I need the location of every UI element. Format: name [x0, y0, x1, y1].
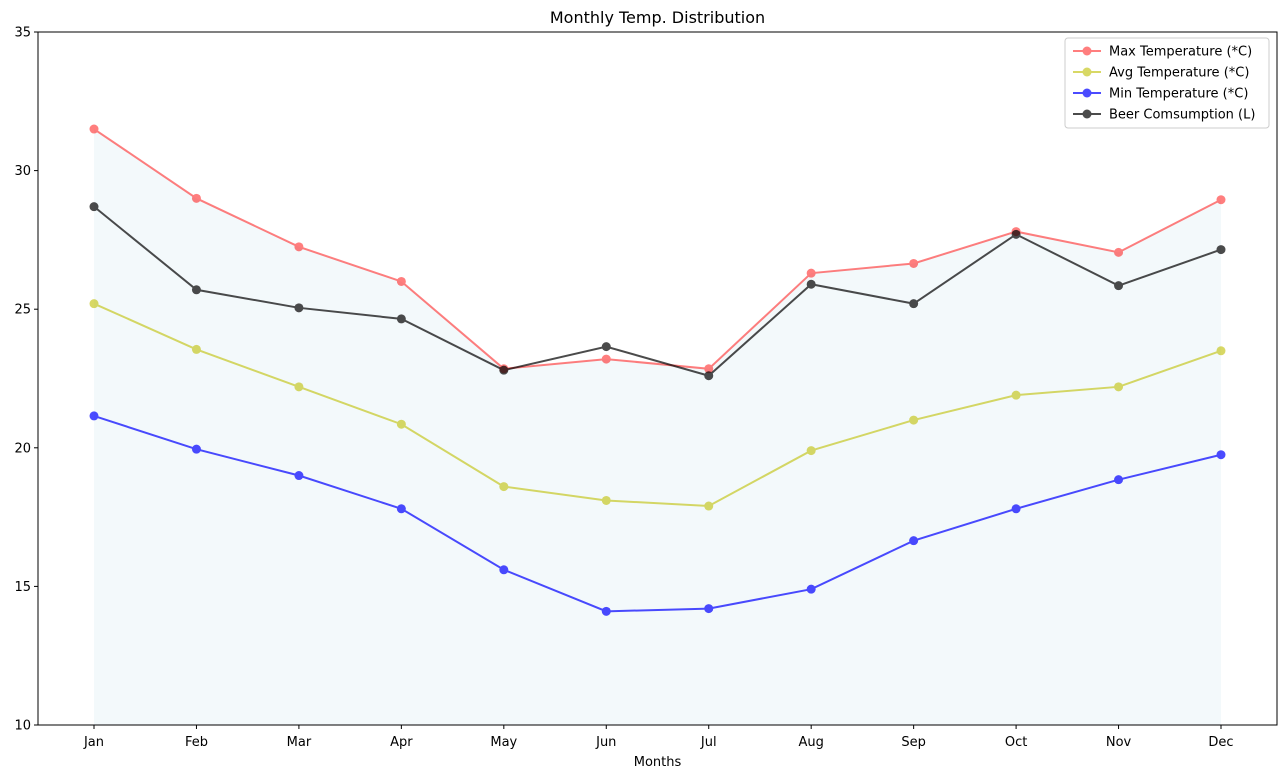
legend-entry [1073, 67, 1101, 77]
data-point [499, 482, 509, 492]
x-tick-label: Feb [185, 735, 208, 750]
series-line [93, 302, 1222, 508]
data-point [806, 584, 816, 594]
legend-marker [1082, 88, 1092, 98]
legend-entry [1073, 88, 1101, 98]
data-point [1114, 382, 1124, 392]
legend: Max Temperature (*C) Avg Temperature (*C)… [1064, 37, 1270, 129]
data-point [89, 124, 99, 134]
data-point [396, 276, 406, 286]
data-point [1114, 475, 1124, 485]
data-point [89, 299, 99, 309]
x-tick-label: Jan [83, 735, 104, 750]
data-point [806, 446, 816, 456]
data-point [909, 415, 919, 425]
y-tick-label: 30 [14, 164, 31, 179]
y-tick-label: 25 [14, 303, 31, 318]
data-point [1216, 195, 1226, 205]
series-layer [89, 124, 1226, 616]
data-point [909, 536, 919, 546]
data-point [191, 285, 201, 295]
legend-box [1064, 37, 1270, 129]
x-tick-label: Oct [1005, 735, 1027, 750]
data-point [1011, 504, 1021, 514]
y-tick-label: 10 [14, 719, 31, 734]
series-3 [89, 202, 1226, 381]
data-point [294, 471, 304, 481]
x-tick-label: Nov [1106, 735, 1132, 750]
x-tick-label: May [490, 735, 517, 750]
data-point [704, 604, 714, 614]
data-point [499, 365, 509, 375]
data-point [1114, 247, 1124, 257]
x-axis-label: Months [634, 755, 682, 770]
data-point [294, 382, 304, 392]
legend-label: Beer Comsumption (L) [1109, 108, 1255, 123]
series-line [93, 205, 1222, 377]
data-point [806, 279, 816, 289]
data-point [601, 342, 611, 352]
data-point [396, 419, 406, 429]
y-axis: 10 15 20 25 30 35 [14, 26, 38, 734]
data-point [1216, 450, 1226, 460]
x-axis: Jan Feb Mar Apr May Jun Jul Aug Sep Oct Nov Dec [83, 725, 1234, 750]
data-point [601, 354, 611, 364]
x-tick-label: Jun [595, 735, 616, 750]
data-point [909, 258, 919, 268]
data-point [89, 202, 99, 212]
data-point [191, 344, 201, 354]
x-tick-label: Apr [390, 735, 413, 750]
fill-area [94, 129, 1221, 725]
data-point [396, 314, 406, 324]
legend-label: Avg Temperature (*C) [1109, 66, 1249, 81]
y-tick-label: 15 [14, 580, 31, 595]
x-tick-label: Aug [798, 735, 823, 750]
x-tick-label: Jul [700, 735, 717, 750]
legend-label: Max Temperature (*C) [1109, 45, 1252, 60]
fill-area-layer [94, 129, 1221, 725]
legend-marker [1082, 109, 1092, 119]
data-point [1114, 281, 1124, 291]
series-1 [89, 299, 1226, 511]
series-line [93, 414, 1222, 613]
data-point [704, 501, 714, 511]
data-point [1216, 245, 1226, 255]
data-point [1216, 346, 1226, 356]
data-point [499, 565, 509, 575]
legend-marker [1082, 67, 1092, 77]
data-point [1011, 229, 1021, 239]
series-2 [89, 411, 1226, 616]
data-point [294, 303, 304, 313]
chart-title: Monthly Temp. Distribution [550, 8, 765, 27]
legend-entry [1073, 46, 1101, 56]
data-point [909, 299, 919, 309]
legend-marker [1082, 46, 1092, 56]
data-point [601, 606, 611, 616]
y-tick-label: 20 [14, 441, 31, 456]
legend-label: Min Temperature (*C) [1109, 87, 1248, 102]
data-point [1011, 390, 1021, 400]
data-point [191, 444, 201, 454]
data-point [704, 371, 714, 381]
x-tick-label: Dec [1208, 735, 1233, 750]
series-line [93, 128, 1222, 370]
data-point [704, 364, 714, 374]
data-point [89, 411, 99, 421]
data-point [294, 242, 304, 252]
plot-frame [37, 31, 1278, 726]
y-tick-label: 35 [14, 26, 31, 41]
data-point [396, 504, 406, 514]
x-tick-label: Mar [287, 735, 312, 750]
legend-entry [1073, 109, 1101, 119]
data-point [806, 268, 816, 278]
data-point [191, 193, 201, 203]
x-tick-label: Sep [901, 735, 926, 750]
data-point [601, 495, 611, 505]
